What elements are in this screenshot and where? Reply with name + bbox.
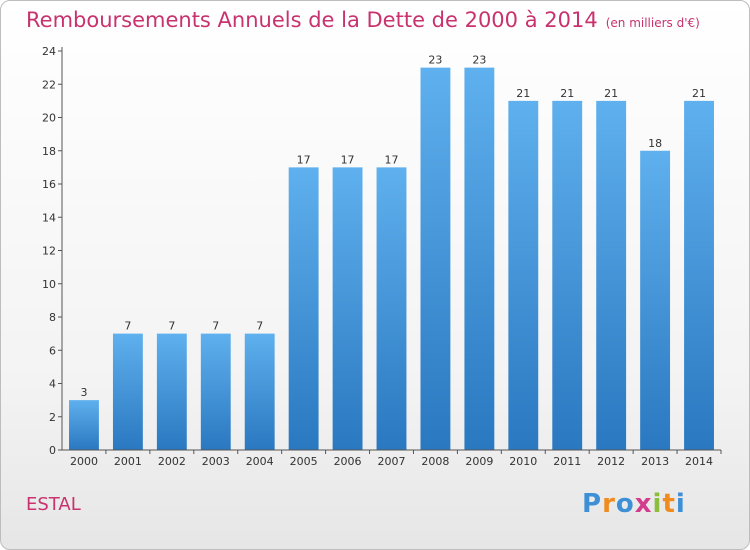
- bar-value-label: 21: [692, 87, 706, 100]
- bar: [596, 100, 627, 450]
- bar-value-label: 7: [256, 320, 263, 333]
- bar-value-label: 21: [516, 87, 530, 100]
- x-tick-label: 2000: [70, 455, 98, 468]
- bar-value-label: 21: [604, 87, 618, 100]
- bars: 3 7 7 7 7 17 17 17 23 23 21 21 21 18 21: [69, 54, 714, 450]
- logo-letter: o: [615, 489, 635, 519]
- bar: [420, 67, 451, 450]
- bar: [376, 167, 407, 450]
- x-axis: 2000 2001 2002 2003 2004 2005 2006 2007 2008 2009…: [62, 449, 722, 468]
- bar: [552, 100, 583, 450]
- logo-letter: r: [602, 489, 616, 519]
- x-tick-label: 2006: [334, 455, 362, 468]
- bar: [640, 150, 671, 450]
- y-tick-label: 20: [42, 112, 56, 125]
- x-tick-label: 2008: [421, 455, 449, 468]
- x-tick-label: 2010: [509, 455, 537, 468]
- y-tick-label: 4: [49, 378, 56, 391]
- chart-title: Remboursements Annuels de la Dette de 20…: [26, 8, 700, 32]
- y-tick-label: 6: [49, 344, 56, 357]
- x-tick-label: 2005: [290, 455, 318, 468]
- x-tick-label: 2001: [114, 455, 142, 468]
- y-tick-label: 2: [49, 411, 56, 424]
- logo-letter: i: [675, 489, 686, 519]
- bar: [288, 167, 319, 450]
- y-tick-label: 18: [42, 145, 56, 158]
- y-tick-label: 10: [42, 278, 56, 291]
- x-tick-label: 2004: [246, 455, 274, 468]
- bar: [332, 167, 363, 450]
- bar-value-label: 7: [212, 320, 219, 333]
- bar-value-label: 23: [428, 54, 442, 67]
- y-tick-label: 0: [49, 444, 56, 457]
- logo-letter: P: [582, 489, 603, 519]
- bar-value-label: 17: [341, 153, 355, 166]
- bar: [464, 67, 495, 450]
- bar-value-label: 18: [648, 137, 662, 150]
- y-tick-label: 14: [42, 211, 56, 224]
- bar: [156, 333, 187, 450]
- y-tick-label: 8: [49, 311, 56, 324]
- chart-title-text: Remboursements Annuels de la Dette de 20…: [26, 8, 598, 32]
- bar: [112, 333, 143, 450]
- bar-value-label: 21: [560, 87, 574, 100]
- logo-letter: i: [652, 489, 663, 519]
- x-tick-label: 2002: [158, 455, 186, 468]
- bar-value-label: 17: [297, 153, 311, 166]
- bar: [508, 100, 539, 450]
- bar: [69, 400, 99, 450]
- y-tick-label: 12: [42, 245, 56, 258]
- bar-value-label: 17: [385, 153, 399, 166]
- bar-value-label: 7: [124, 320, 131, 333]
- bar: [200, 333, 231, 450]
- chart-unit-note: (en milliers d'€): [605, 16, 700, 30]
- x-tick-label: 2003: [202, 455, 230, 468]
- x-tick-label: 2013: [641, 455, 669, 468]
- x-tick-label: 2014: [685, 455, 713, 468]
- proxiti-logo: Proxiti: [582, 489, 686, 519]
- logo-letter: x: [634, 489, 653, 519]
- x-tick-label: 2007: [378, 455, 406, 468]
- bar: [684, 100, 714, 450]
- x-tick-label: 2011: [553, 455, 581, 468]
- x-tick-label: 2012: [597, 455, 625, 468]
- y-tick-label: 16: [42, 178, 56, 191]
- bar-value-label: 3: [80, 386, 87, 399]
- place-name: ESTAL: [26, 494, 81, 515]
- bar: [244, 333, 275, 450]
- x-tick-label: 2009: [465, 455, 493, 468]
- y-tick-label: 22: [42, 78, 56, 91]
- y-tick-label: 24: [42, 45, 56, 58]
- bar-value-label: 7: [168, 320, 175, 333]
- bar-value-label: 23: [472, 54, 486, 67]
- logo-letter: t: [662, 489, 676, 519]
